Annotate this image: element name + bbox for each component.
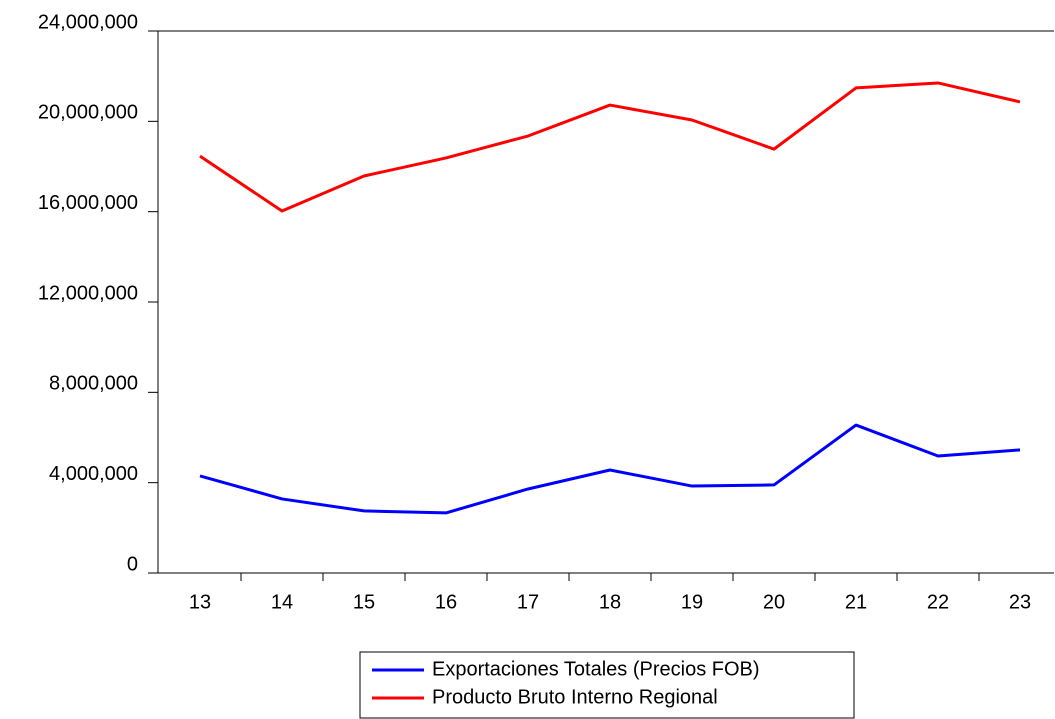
legend-box bbox=[359, 651, 855, 719]
series-line bbox=[199, 81, 1021, 213]
y-tick-label: 24,000,000 bbox=[38, 11, 138, 33]
legend-label: Exportaciones Totales (Precios FOB) bbox=[432, 658, 760, 680]
series-line bbox=[199, 423, 1021, 515]
x-tick-label: 20 bbox=[763, 591, 785, 613]
legend-label: Producto Bruto Interno Regional bbox=[432, 686, 718, 708]
x-tick-label: 23 bbox=[1009, 591, 1031, 613]
x-tick-label: 13 bbox=[189, 591, 211, 613]
x-tick-label: 14 bbox=[271, 591, 293, 613]
y-tick-label: 20,000,000 bbox=[38, 102, 138, 124]
x-tick-label: 16 bbox=[435, 591, 457, 613]
x-tick-label: 15 bbox=[353, 591, 375, 613]
x-tick-label: 21 bbox=[845, 591, 867, 613]
x-tick-label: 18 bbox=[599, 591, 621, 613]
x-tick-label: 22 bbox=[927, 591, 949, 613]
y-tick-label: 0 bbox=[127, 553, 138, 575]
y-tick-label: 8,000,000 bbox=[49, 373, 138, 395]
y-tick-label: 4,000,000 bbox=[49, 463, 138, 485]
y-tick-label: 12,000,000 bbox=[38, 282, 138, 304]
x-tick-label: 17 bbox=[517, 591, 539, 613]
x-tick-label: 19 bbox=[681, 591, 703, 613]
y-tick-label: 16,000,000 bbox=[38, 192, 138, 214]
